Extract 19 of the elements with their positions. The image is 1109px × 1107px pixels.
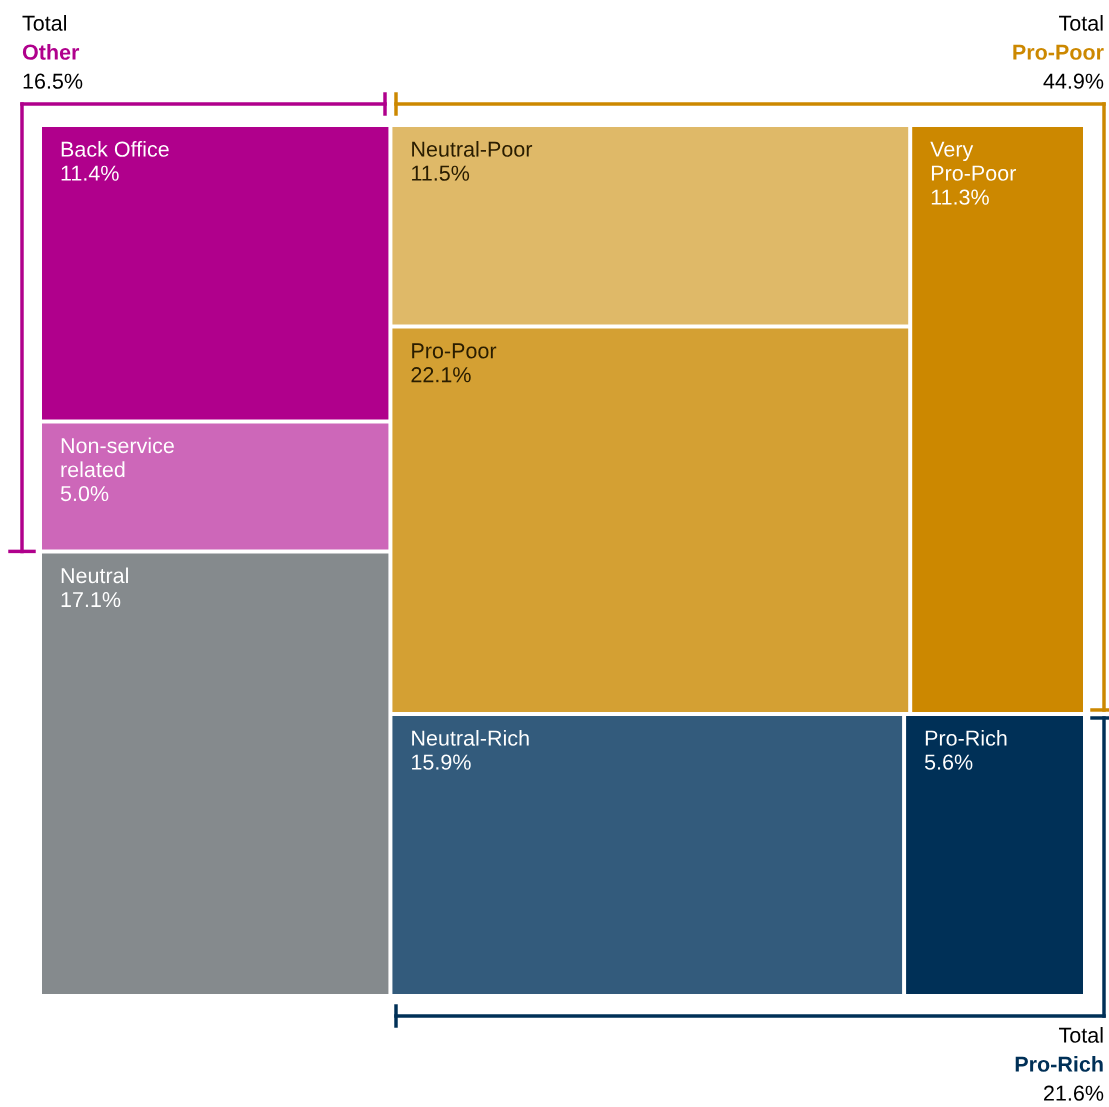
category-label: Neutral-Rich — [412, 729, 529, 746]
text: Total Pro-Rich 21.6% — [1015, 1027, 1104, 1101]
data-label: 5.6% — [924, 754, 973, 770]
category-label: Back Office — [61, 141, 169, 157]
data-label: 15.9% — [412, 754, 471, 770]
category-label: Pro-Rich — [925, 729, 1007, 746]
text: Total Other 16.5% — [22, 15, 83, 89]
data-label: 11.5% — [412, 165, 470, 181]
category-label: Non-service related — [61, 437, 174, 478]
data-label: 11.4% — [61, 165, 119, 181]
category-label: Neutral — [61, 567, 128, 584]
category-label: Very Pro-Poor — [930, 141, 1016, 181]
data-label: 5.0% — [60, 485, 109, 502]
data-label: 22.1% — [411, 367, 471, 383]
data-label: 11.3% — [931, 189, 989, 205]
text: Total Pro-Poor 44.9% — [1013, 15, 1104, 89]
category-label: Neutral-Poor — [412, 141, 533, 157]
category-label: Pro-Poor — [412, 343, 497, 359]
data-label: 17.1% — [61, 592, 121, 608]
